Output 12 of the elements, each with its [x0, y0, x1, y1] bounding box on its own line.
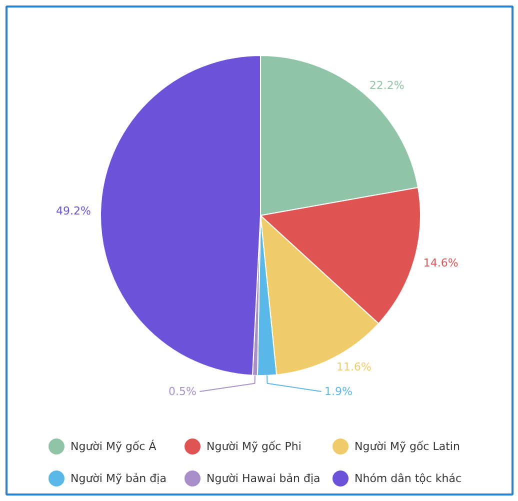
- data-label: 11.6%: [336, 360, 372, 374]
- data-label: 1.9%: [324, 385, 352, 398]
- legend-label: Người Hawai bản địa: [206, 472, 320, 485]
- legend-label: Người Mỹ gốc Latin: [354, 440, 460, 453]
- legend-label: Nhóm dân tộc khác: [354, 472, 462, 485]
- legend-label: Người Mỹ gốc Á: [70, 439, 157, 453]
- legend-label: Người Mỹ gốc Phi: [206, 440, 302, 453]
- data-label: 0.5%: [168, 385, 197, 398]
- data-label: 49.2%: [56, 204, 91, 218]
- data-label: 14.6%: [423, 256, 458, 270]
- data-label: 22.2%: [369, 79, 404, 92]
- legend-label: Người Mỹ bản địa: [70, 472, 166, 485]
